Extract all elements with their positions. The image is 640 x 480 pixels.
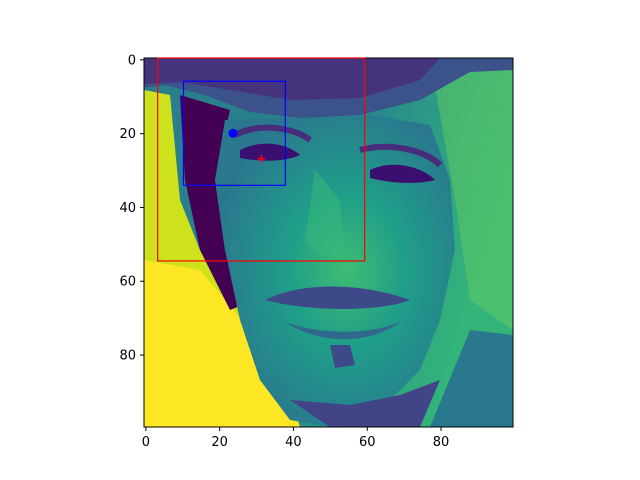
y-tick-label: 40 — [119, 201, 136, 216]
y-tick-label: 60 — [119, 275, 136, 290]
blue-dot — [228, 128, 238, 138]
y-tick-label: 80 — [119, 349, 136, 364]
blue-box — [182, 80, 286, 186]
x-tick-label: 40 — [285, 435, 302, 450]
red-plus — [257, 154, 266, 163]
x-tick-label: 0 — [142, 435, 150, 450]
y-tick-label: 0 — [128, 53, 136, 68]
overlay-annotations — [157, 57, 366, 262]
y-tick-label: 20 — [119, 127, 136, 142]
red-box — [157, 57, 366, 262]
x-axis-ticks: 0 20 40 60 80 — [142, 427, 450, 450]
x-tick-label: 60 — [359, 435, 376, 450]
x-tick-label: 20 — [211, 435, 228, 450]
face-image — [144, 58, 513, 427]
x-tick-label: 80 — [433, 435, 450, 450]
y-axis-ticks: 0 20 40 60 80 — [119, 53, 144, 364]
